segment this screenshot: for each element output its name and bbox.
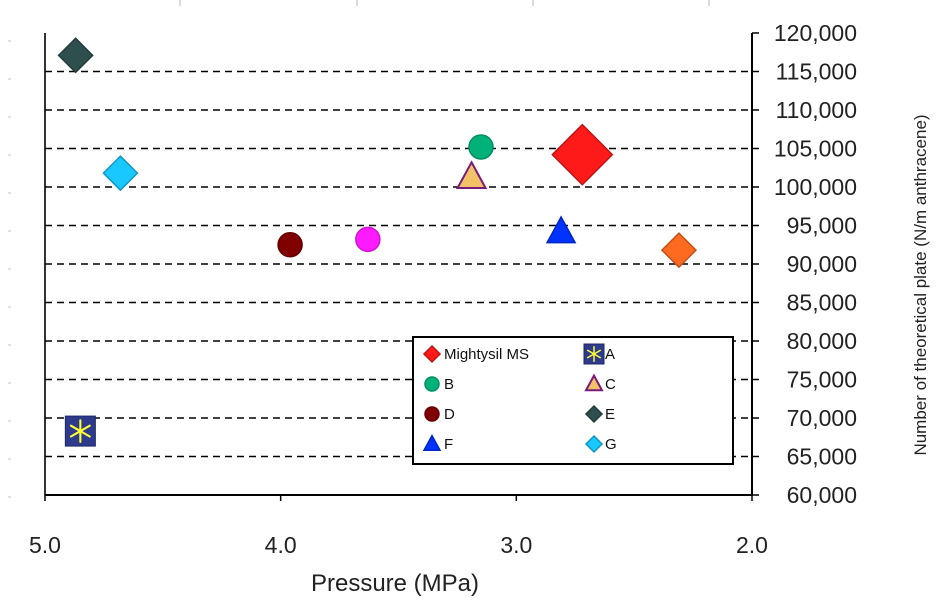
legend-label: G (605, 436, 617, 453)
y-tick-label: 60,000 (787, 482, 857, 508)
legend-item: F (422, 434, 453, 453)
x-axis-title: Pressure (MPa) (311, 570, 479, 597)
y-tick-label: 90,000 (787, 251, 857, 277)
legend-item: D (424, 406, 455, 423)
y-tick-label: 120,000 (774, 20, 857, 46)
x-tick-label: 5.0 (29, 532, 61, 558)
legend-marker (424, 376, 440, 392)
legend-item: G (584, 434, 617, 454)
x-tick-label: 4.0 (265, 532, 297, 558)
legend-label: Mightysil MS (444, 346, 529, 363)
data-point (64, 415, 96, 447)
legend-item: Mightysil MS (422, 344, 529, 364)
y-tick-labels: 60,000 65,000 70,000 75,000 80,000 85,000 90,0… (774, 20, 857, 508)
y-axis-title: Number of theoretical plate (N/m anthrac… (911, 114, 930, 455)
data-point (455, 160, 488, 190)
legend-label: C (605, 376, 616, 393)
legend-marker (584, 373, 604, 392)
data-point (468, 134, 494, 160)
data-point (545, 215, 577, 244)
x-tick-labels: 5.0 4.0 3.0 2.0 (29, 532, 768, 558)
legend-box (412, 336, 734, 465)
legend-item: C (584, 373, 616, 393)
legend-item: A (583, 343, 615, 365)
y-tick-label: 65,000 (787, 444, 857, 470)
y-tick-label: 115,000 (776, 59, 857, 85)
y-tick-label: 70,000 (787, 405, 857, 431)
y-tick-label: 80,000 (787, 328, 857, 354)
legend-label: E (605, 406, 615, 423)
legend-marker (583, 343, 605, 365)
y-tick-label: 100,000 (774, 174, 857, 200)
y-tick-label: 85,000 (787, 290, 857, 316)
x-tick-label: 3.0 (500, 532, 532, 558)
legend-label: D (444, 406, 455, 423)
data-points (57, 37, 698, 447)
data-point (355, 226, 381, 253)
data-point (277, 232, 303, 258)
data-point (102, 155, 139, 192)
data-point (57, 37, 94, 74)
legend-marker (422, 434, 442, 452)
y-tick-label: 75,000 (787, 367, 857, 393)
legend-item: B (424, 376, 454, 393)
legend-label: A (605, 346, 615, 363)
y-tick-label: 105,000 (774, 136, 857, 162)
y-tick-label: 110,000 (776, 97, 857, 123)
legend-item: E (584, 404, 615, 424)
legend-marker (424, 406, 440, 422)
legend-label: B (444, 376, 454, 393)
y-tick-label: 95,000 (787, 213, 857, 239)
legend-marker (422, 344, 442, 364)
x-tick-label: 2.0 (736, 532, 768, 558)
legend: Mightysil MS A B C D E F G (412, 336, 734, 465)
legend-marker (584, 434, 604, 454)
legend-marker (584, 404, 604, 424)
data-point (660, 232, 698, 269)
data-point (551, 123, 614, 186)
legend-label: F (444, 436, 453, 453)
